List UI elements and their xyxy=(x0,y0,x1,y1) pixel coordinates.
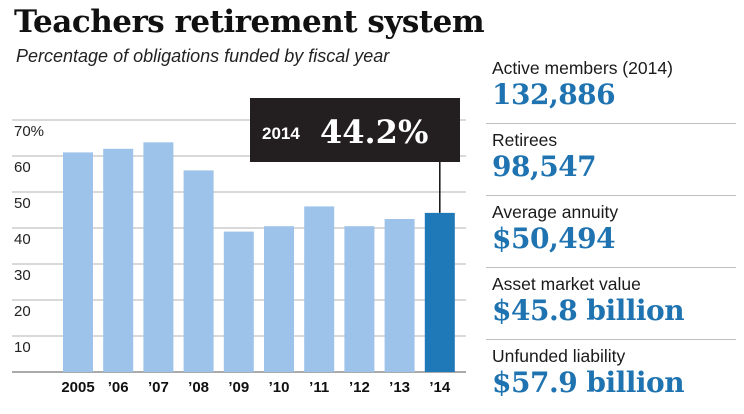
stats-panel: Active members (2014) 132,886 Retirees 9… xyxy=(486,52,736,412)
x-tick-label: ’11 xyxy=(309,379,329,396)
stat-label: Unfunded liability xyxy=(492,346,626,366)
callout-value: 44.2% xyxy=(320,113,428,151)
bar xyxy=(304,206,335,372)
x-tick-label: ’06 xyxy=(108,379,129,396)
stat-label: Average annuity xyxy=(492,202,619,222)
stat-average-annuity: Average annuity $50,494 xyxy=(486,196,736,268)
x-tick-label: ’07 xyxy=(148,379,169,396)
stat-value: 132,886 xyxy=(492,78,616,111)
funding-bar-chart: 10 20 30 40 50 60 70% 2005 ’06 ’07 ’08 ’09 ’10 ’11 ’1… xyxy=(12,98,466,396)
stat-value: 98,547 xyxy=(492,150,597,183)
y-tick-label: 50 xyxy=(14,195,31,212)
stat-value: $57.9 billion xyxy=(492,366,685,399)
stat-label: Active members (2014) xyxy=(492,58,673,78)
x-tick-label: ’10 xyxy=(269,379,290,396)
y-tick-label: 10 xyxy=(14,339,31,356)
stat-label: Retirees xyxy=(492,130,558,150)
bar xyxy=(183,170,214,372)
x-tick-label: ’13 xyxy=(389,379,410,396)
x-tick-label: ’08 xyxy=(188,379,209,396)
stat-value: $45.8 billion xyxy=(492,294,685,327)
y-tick-label: 30 xyxy=(14,267,31,284)
stat-retirees: Retirees 98,547 xyxy=(486,124,736,196)
bar xyxy=(384,219,415,372)
bar xyxy=(264,226,294,372)
y-tick-label: 70% xyxy=(14,123,44,140)
bar xyxy=(223,231,254,372)
stat-active-members: Active members (2014) 132,886 xyxy=(486,52,736,124)
x-tick-label: 2005 xyxy=(61,379,94,396)
chart-title: Teachers retirement system xyxy=(14,4,485,40)
bar xyxy=(63,152,93,372)
y-tick-label: 40 xyxy=(14,231,31,248)
bar xyxy=(103,148,134,372)
x-tick-label: ’12 xyxy=(349,379,370,396)
x-tick-label: ’14 xyxy=(429,379,451,396)
chart-subtitle: Percentage of obligations funded by fisc… xyxy=(16,46,390,66)
bar xyxy=(143,142,174,372)
stat-label: Asset market value xyxy=(492,274,641,294)
bar xyxy=(344,226,375,372)
stat-asset-market-value: Asset market value $45.8 billion xyxy=(486,268,736,340)
y-tick-label: 60 xyxy=(14,159,31,176)
callout-year: 2014 xyxy=(262,124,300,143)
stat-value: $50,494 xyxy=(492,222,616,255)
y-tick-label: 20 xyxy=(14,303,31,320)
callout-box xyxy=(250,98,460,162)
bar xyxy=(424,212,455,372)
x-tick-label: ’09 xyxy=(228,379,249,396)
stat-unfunded-liability: Unfunded liability $57.9 billion xyxy=(486,340,736,412)
